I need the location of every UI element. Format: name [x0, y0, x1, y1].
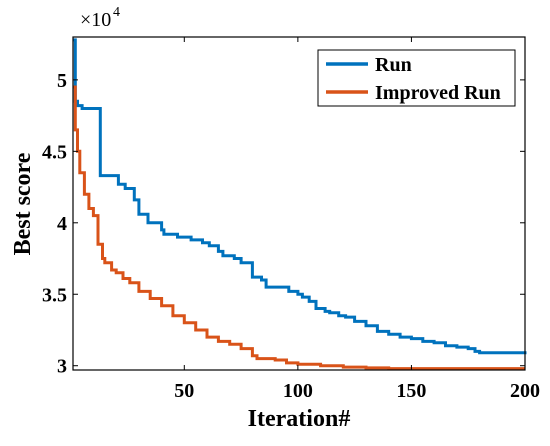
x-tick-label: 200 [510, 380, 540, 402]
y-axis-label: Best score [10, 152, 36, 255]
legend-label-improved-run: Improved Run [375, 82, 501, 104]
legend-box [317, 49, 516, 107]
legend-label-run: Run [375, 54, 412, 76]
series-line-run [73, 38, 527, 355]
plot-frame [72, 36, 526, 371]
x-tick-label: 50 [174, 380, 194, 402]
x-axis-label: Iteration# [248, 406, 351, 432]
y-tick-label: 4.5 [42, 141, 67, 163]
x-tick-label: 150 [396, 380, 426, 402]
legend: Run Improved Run [317, 49, 516, 107]
y-tick-label: 3.5 [42, 284, 67, 306]
y-tick-label: 3 [57, 356, 67, 378]
x-tick-label: 100 [283, 380, 313, 402]
series-line-improved-run [73, 85, 525, 371]
y-multiplier: ×10 [80, 9, 111, 31]
y-tick-label: 5 [57, 70, 67, 92]
y-multiplier-exponent: 4 [113, 5, 120, 20]
y-tick-label: 4 [57, 213, 67, 235]
